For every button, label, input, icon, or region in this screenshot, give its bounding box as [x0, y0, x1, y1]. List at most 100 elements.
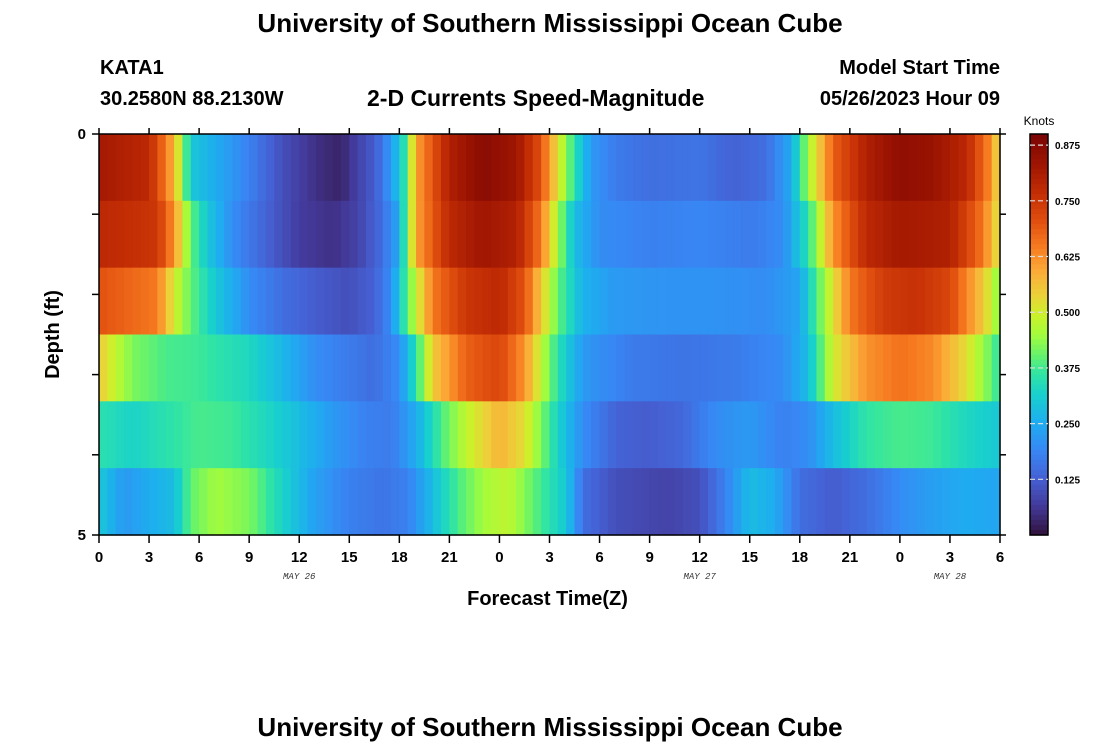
heatmap-cell — [449, 267, 459, 336]
heatmap-cell — [916, 134, 926, 202]
heatmap-cell — [416, 401, 425, 469]
heatmap-cell — [591, 334, 601, 402]
heatmap-cell — [799, 200, 809, 269]
heatmap-cell — [491, 468, 501, 536]
heatmap-cell — [858, 468, 868, 536]
heatmap-cell — [774, 134, 784, 202]
heatmap-cell — [149, 401, 158, 469]
heatmap-cell — [332, 134, 342, 202]
heatmap-cell — [541, 200, 551, 269]
heatmap-cell — [207, 334, 217, 402]
heatmap-cell — [816, 200, 826, 269]
heatmap-cell — [124, 468, 133, 536]
heatmap-cell — [582, 200, 592, 269]
heatmap-cell — [641, 200, 651, 269]
heatmap-cell — [699, 134, 709, 202]
heatmap-cell — [124, 334, 133, 402]
heatmap-cell — [99, 267, 108, 336]
heatmap-cell — [741, 134, 751, 202]
heatmap-cell — [724, 267, 734, 336]
heatmap-cell — [833, 267, 843, 336]
heatmap-cell — [532, 134, 542, 202]
heatmap-cell — [466, 401, 476, 469]
heatmap-cell — [432, 468, 442, 536]
heatmap-cell — [849, 134, 859, 202]
heatmap-cell — [99, 334, 108, 402]
colorbar-segment — [1030, 204, 1048, 210]
heatmap-cell — [974, 134, 984, 202]
heatmap-cell — [365, 401, 375, 469]
colorbar-segment — [1030, 314, 1048, 321]
x-tick-label: 3 — [946, 549, 954, 566]
heatmap-cell — [357, 468, 367, 536]
heatmap-cell — [607, 468, 617, 536]
colorbar-segment — [1030, 189, 1048, 195]
heatmap-cell — [716, 267, 726, 336]
x-tick-label: 12 — [291, 549, 308, 566]
heatmap-cell — [749, 200, 759, 269]
heatmap-cell — [657, 200, 667, 269]
heatmap-cell — [499, 401, 509, 469]
heatmap-cell — [582, 334, 592, 402]
heatmap-cell — [240, 468, 250, 536]
heatmap-cell — [816, 334, 826, 402]
heatmap-cell — [357, 200, 367, 269]
heatmap-cell — [991, 468, 1001, 536]
heatmap-cell — [441, 267, 450, 336]
heatmap-cell — [858, 334, 868, 402]
heatmap-cell — [741, 200, 751, 269]
heatmap-cell — [190, 401, 200, 469]
heatmap-cell — [799, 468, 809, 536]
heatmap-cell — [708, 401, 717, 469]
heatmap-cell — [649, 468, 659, 536]
heatmap-cell — [616, 267, 626, 336]
heatmap-cell — [824, 468, 834, 536]
x-tick-label: 21 — [441, 549, 458, 566]
heatmap-cell — [708, 334, 717, 402]
heatmap-cell — [849, 200, 859, 269]
colorbar-segment — [1030, 504, 1048, 511]
colorbar-tick-label: 0.500 — [1055, 308, 1080, 319]
heatmap-cell — [190, 334, 200, 402]
heatmap-cell — [624, 468, 634, 536]
heatmap-cell — [240, 334, 250, 402]
heatmap-cell — [574, 468, 584, 536]
model-start-label: Model Start Time — [839, 57, 1000, 79]
colorbar-tick-label: 0.375 — [1055, 364, 1080, 375]
heatmap-cell — [299, 267, 309, 336]
heatmap-cell — [516, 200, 526, 269]
heatmap-cell — [641, 334, 651, 402]
heatmap-cell — [591, 134, 601, 202]
heatmap-cell — [182, 200, 192, 269]
heatmap-cell — [791, 267, 801, 336]
heatmap-cell — [140, 401, 150, 469]
heatmap-cell — [908, 468, 918, 536]
heatmap-cell — [582, 267, 592, 336]
heatmap-cell — [107, 134, 117, 202]
heatmap-cell — [499, 134, 509, 202]
heatmap-cell — [507, 334, 517, 402]
heatmap-cell — [774, 468, 784, 536]
y-tick-label: 0 — [78, 126, 86, 143]
heatmap-cell — [833, 468, 843, 536]
colorbar-segment — [1030, 209, 1048, 215]
colorbar-segment — [1030, 514, 1048, 521]
heatmap-cell — [499, 267, 509, 336]
heatmap-cell — [699, 267, 709, 336]
heatmap-cell — [574, 200, 584, 269]
heatmap-cell — [290, 267, 300, 336]
heatmap-cell — [708, 267, 717, 336]
heatmap-cell — [424, 401, 434, 469]
heatmap-cell — [282, 134, 292, 202]
heatmap-cell — [215, 468, 225, 536]
colorbar-segment — [1030, 479, 1048, 486]
heatmap-cell — [607, 401, 617, 469]
heatmap-cell — [674, 401, 684, 469]
heatmap-cell — [899, 134, 909, 202]
heatmap-cell — [849, 468, 859, 536]
heatmap-cell — [249, 267, 259, 336]
heatmap-cell — [733, 401, 742, 469]
heatmap-cell — [758, 401, 767, 469]
heatmap-cell — [424, 200, 434, 269]
heatmap-cell — [933, 200, 943, 269]
